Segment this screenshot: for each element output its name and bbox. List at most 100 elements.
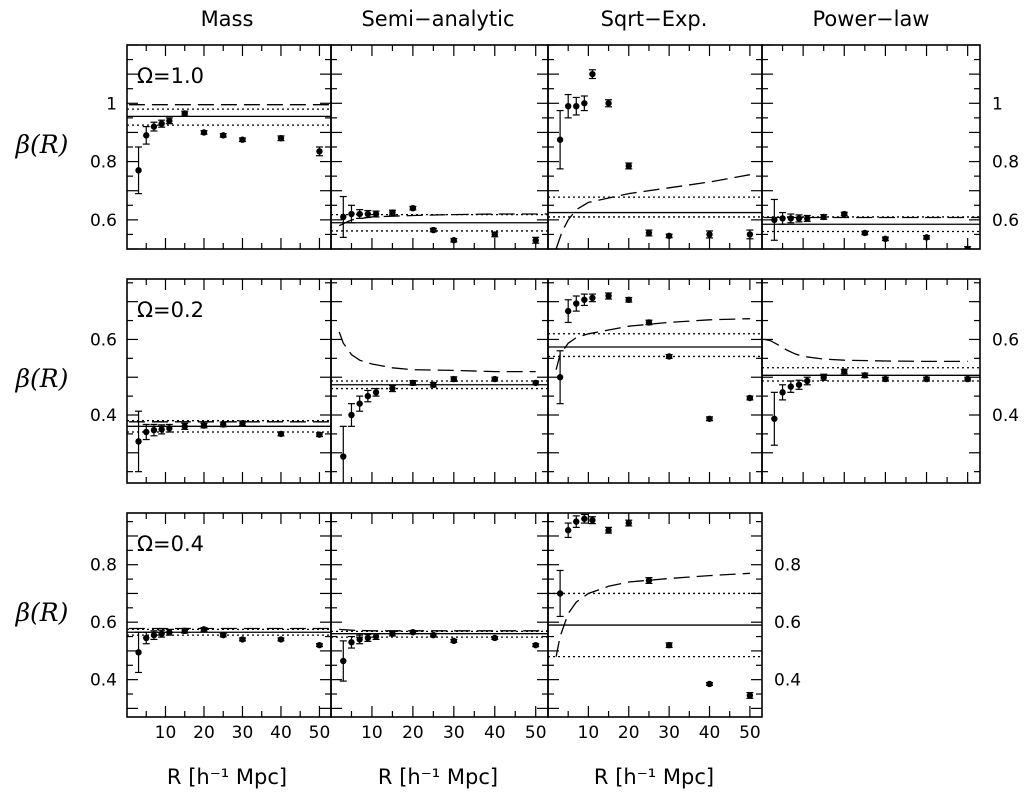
panel-r2-mass-point-0 — [135, 438, 142, 445]
panel-r2-sqrt-exp-frame — [547, 278, 763, 484]
column-title-sqrt-exp: Sqrt−Exp. — [601, 7, 708, 31]
y-axis-labels: β(R) β(R) β(R) — [15, 130, 69, 627]
panel-r2-sqrt-exp-point-4 — [589, 294, 596, 302]
panel-r1-power-law-point-5 — [820, 213, 827, 221]
panel-r1-sqrt-exp — [547, 44, 763, 250]
panel-r3-sqrt-exp-point-2 — [573, 518, 580, 525]
panel-r3-semi-analytic-frame — [330, 512, 549, 718]
panel-r2-power-law-point-9 — [923, 375, 930, 383]
x-tick-label-c3-2: 30 — [658, 723, 680, 743]
panel-r1-sqrt-exp-point-9 — [706, 231, 713, 238]
panel-r1-semi-analytic-point-0 — [340, 213, 347, 221]
column-titles: Mass Semi−analytic Sqrt−Exp. Power−law — [201, 7, 930, 31]
panel-r2-power-law-point-1 — [779, 389, 786, 396]
panel-r1-semi-analytic-point-5 — [389, 209, 396, 216]
y-tick-label-left-r3-0: 0.4 — [90, 671, 117, 691]
panel-r2-sqrt-exp-point-5 — [605, 292, 612, 300]
panel-r3-sqrt-exp-plot-area — [548, 513, 762, 699]
panel-r2-semi-analytic-point-4 — [372, 389, 380, 396]
omega-label-row-1: Ω=1.0 — [137, 64, 204, 88]
panel-r1-mass-point-5 — [181, 110, 188, 117]
y-tick-label-left-r3-2: 0.8 — [90, 556, 117, 576]
panel-r2-sqrt-exp-dashed-curve — [555, 318, 750, 370]
panel-r2-mass-point-2 — [150, 426, 158, 434]
panel-r3-mass-point-10 — [316, 641, 323, 649]
panel-r1-mass-point-2 — [150, 123, 158, 130]
panel-r3-mass-point-0 — [135, 649, 142, 656]
panel-r2-semi-analytic-point-5 — [389, 385, 396, 392]
panel-r1-power-law-point-2 — [787, 215, 794, 222]
y-tick-label-right-r2-1: 0.6 — [992, 330, 1019, 350]
panel-r1-sqrt-exp-point-3 — [581, 100, 588, 107]
panel-r2-power-law-point-6 — [841, 368, 848, 375]
panel-r1-power-law-point-1 — [779, 215, 786, 222]
panel-r2-sqrt-exp-point-9 — [706, 415, 713, 422]
panel-r1-semi-analytic-point-8 — [450, 237, 458, 244]
panel-r1-semi-analytic-point-6 — [409, 205, 417, 212]
x-axis-label-sqrt-exp: R [h⁻¹ Mpc] — [594, 765, 714, 789]
x-tick-label-c2-1: 20 — [402, 723, 424, 743]
panel-r3-sqrt-exp-point-8 — [665, 641, 673, 649]
panel-r3-mass-point-6 — [200, 626, 208, 633]
panel-r3-mass-point-5 — [181, 627, 188, 635]
panel-r1-power-law-point-9 — [923, 234, 930, 241]
x-axis-label-semi-analytic: R [h⁻¹ Mpc] — [378, 765, 498, 789]
y-tick-label-right-r3-1: 0.6 — [774, 613, 801, 633]
panel-r1-sqrt-exp-point-7 — [645, 229, 653, 237]
panel-r1-mass-point-6 — [200, 129, 208, 136]
panel-r1-sqrt-exp-dashed-curve — [555, 174, 751, 249]
panel-r2-semi-analytic-point-6 — [409, 379, 417, 387]
panel-r2-sqrt-exp-plot-area — [548, 292, 762, 422]
panel-r3-semi-analytic-point-6 — [409, 629, 417, 636]
panel-r3-semi-analytic-point-2 — [356, 636, 363, 643]
panel-r1-sqrt-exp-point-0 — [556, 136, 564, 143]
panel-r1-power-law-point-3 — [795, 215, 803, 222]
panel-r1-power-law-point-0 — [771, 216, 778, 224]
panel-r3-semi-analytic-point-5 — [389, 630, 396, 637]
panel-r1-mass-point-9 — [277, 135, 285, 142]
panel-r3-sqrt-exp-point-10 — [746, 692, 754, 699]
panel-r3-semi-analytic-point-7 — [430, 631, 437, 639]
panel-r2-semi-analytic — [330, 278, 549, 484]
column-title-mass: Mass — [201, 7, 254, 31]
panel-r1-mass-point-8 — [239, 136, 246, 143]
panel-r1-mass-point-0 — [135, 167, 142, 174]
panel-r1-power-law-point-7 — [861, 229, 869, 237]
panel-r1-semi-analytic-point-2 — [356, 210, 363, 218]
panel-r2-power-law-point-10 — [964, 375, 971, 383]
panel-r1-sqrt-exp-point-1 — [564, 103, 572, 110]
panel-r2-mass-point-9 — [277, 430, 285, 438]
panel-r1-power-law-point-6 — [841, 210, 848, 218]
panel-r3-sqrt-exp-point-7 — [645, 577, 653, 584]
panel-r2-power-law-plot-area — [762, 338, 980, 446]
panel-r1-mass-point-1 — [143, 132, 150, 139]
x-tick-label-c1-2: 30 — [232, 723, 254, 743]
panel-r2-sqrt-exp-point-6 — [625, 296, 632, 303]
panel-r1-semi-analytic — [330, 44, 549, 250]
panel-r2-semi-analytic-point-9 — [491, 375, 498, 383]
panel-r3-sqrt-exp-point-4 — [589, 516, 596, 524]
y-tick-label-right-r1-0: 0.6 — [992, 211, 1019, 231]
panel-r2-semi-analytic-point-3 — [364, 392, 372, 400]
panel-r2-power-law-point-8 — [882, 375, 889, 383]
panel-r1-sqrt-exp-point-5 — [605, 100, 612, 107]
panel-r1-mass-point-3 — [158, 120, 165, 127]
panel-r2-semi-analytic-plot-area — [331, 331, 548, 483]
x-tick-label-c2-4: 50 — [525, 723, 547, 743]
panel-r3-mass-point-4 — [166, 629, 173, 636]
x-axis-labels: R [h⁻¹ Mpc] R [h⁻¹ Mpc] R [h⁻¹ Mpc] — [167, 765, 714, 789]
y-tick-label-right-r1-1: 0.8 — [992, 153, 1019, 173]
panel-r3-sqrt-exp-point-0 — [556, 590, 564, 597]
panel-r2-mass-point-6 — [200, 422, 208, 429]
panel-r1-semi-analytic-point-3 — [364, 210, 372, 218]
panel-r3-semi-analytic-point-9 — [491, 634, 498, 642]
panel-r2-power-law-point-2 — [787, 383, 794, 390]
panel-r1-semi-analytic-dashed-curve — [338, 213, 548, 227]
panel-r3-sqrt-exp-point-1 — [564, 527, 572, 534]
panel-r3-sqrt-exp-point-3 — [581, 515, 588, 522]
x-axis-label-mass: R [h⁻¹ Mpc] — [167, 765, 287, 789]
panel-r2-mass-point-8 — [239, 420, 246, 427]
panel-r1-sqrt-exp-point-2 — [573, 103, 580, 110]
y-tick-label-left-r2-0: 0.4 — [90, 406, 117, 426]
